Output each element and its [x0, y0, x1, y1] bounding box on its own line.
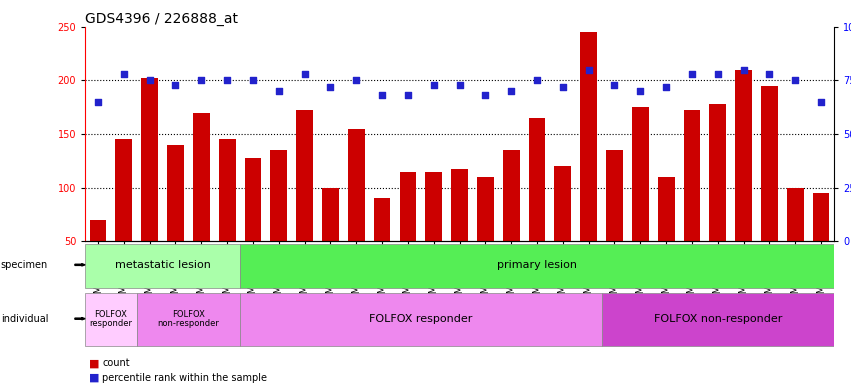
- Bar: [735, 70, 752, 241]
- Point: [195, 77, 208, 83]
- Text: metastatic lesion: metastatic lesion: [115, 260, 210, 270]
- Text: individual: individual: [1, 314, 49, 324]
- Point: [117, 71, 131, 77]
- Bar: [271, 150, 287, 241]
- Bar: [658, 177, 675, 241]
- Point: [143, 77, 157, 83]
- Text: specimen: specimen: [1, 260, 49, 270]
- Bar: [374, 199, 391, 241]
- Point: [582, 66, 596, 73]
- Bar: [606, 150, 623, 241]
- Point: [556, 84, 569, 90]
- Text: count: count: [102, 358, 129, 368]
- Point: [298, 71, 311, 77]
- Bar: [322, 188, 339, 241]
- Bar: [632, 107, 648, 241]
- Point: [220, 77, 234, 83]
- Bar: [683, 111, 700, 241]
- Point: [272, 88, 286, 94]
- Bar: [141, 78, 158, 241]
- Bar: [219, 139, 236, 241]
- Bar: [787, 188, 803, 241]
- Bar: [399, 172, 416, 241]
- Text: GDS4396 / 226888_at: GDS4396 / 226888_at: [85, 12, 238, 26]
- Point: [505, 88, 518, 94]
- Bar: [555, 166, 571, 241]
- Point: [453, 81, 466, 88]
- Point: [788, 77, 802, 83]
- Bar: [116, 139, 132, 241]
- Point: [660, 84, 673, 90]
- Bar: [451, 169, 468, 241]
- Text: ■: ■: [89, 358, 100, 368]
- Point: [246, 77, 260, 83]
- Bar: [137, 293, 240, 346]
- Point: [737, 66, 751, 73]
- Bar: [296, 111, 313, 241]
- Bar: [761, 86, 778, 241]
- Bar: [710, 104, 726, 241]
- Bar: [240, 244, 834, 288]
- Point: [608, 81, 621, 88]
- Point: [401, 92, 414, 98]
- Point: [478, 92, 492, 98]
- Point: [814, 99, 828, 105]
- Bar: [167, 145, 184, 241]
- Bar: [580, 32, 597, 241]
- Bar: [244, 157, 261, 241]
- Bar: [602, 293, 834, 346]
- Bar: [528, 118, 545, 241]
- Point: [375, 92, 389, 98]
- Bar: [503, 150, 520, 241]
- Text: FOLFOX non-responder: FOLFOX non-responder: [654, 314, 782, 324]
- Bar: [89, 220, 106, 241]
- Bar: [85, 244, 240, 288]
- Bar: [813, 193, 830, 241]
- Point: [633, 88, 647, 94]
- Bar: [426, 172, 443, 241]
- Text: FOLFOX
responder: FOLFOX responder: [89, 310, 133, 328]
- Bar: [348, 129, 364, 241]
- Point: [762, 71, 776, 77]
- Bar: [193, 113, 209, 241]
- Text: percentile rank within the sample: percentile rank within the sample: [102, 373, 267, 383]
- Text: primary lesion: primary lesion: [497, 260, 577, 270]
- Point: [711, 71, 724, 77]
- Bar: [477, 177, 494, 241]
- Bar: [240, 293, 602, 346]
- Text: ■: ■: [89, 373, 100, 383]
- Point: [350, 77, 363, 83]
- Point: [530, 77, 544, 83]
- Point: [168, 81, 182, 88]
- Point: [427, 81, 441, 88]
- Text: FOLFOX responder: FOLFOX responder: [369, 314, 472, 324]
- Point: [91, 99, 105, 105]
- Text: FOLFOX
non-responder: FOLFOX non-responder: [157, 310, 220, 328]
- Point: [685, 71, 699, 77]
- Bar: [85, 293, 137, 346]
- Point: [323, 84, 337, 90]
